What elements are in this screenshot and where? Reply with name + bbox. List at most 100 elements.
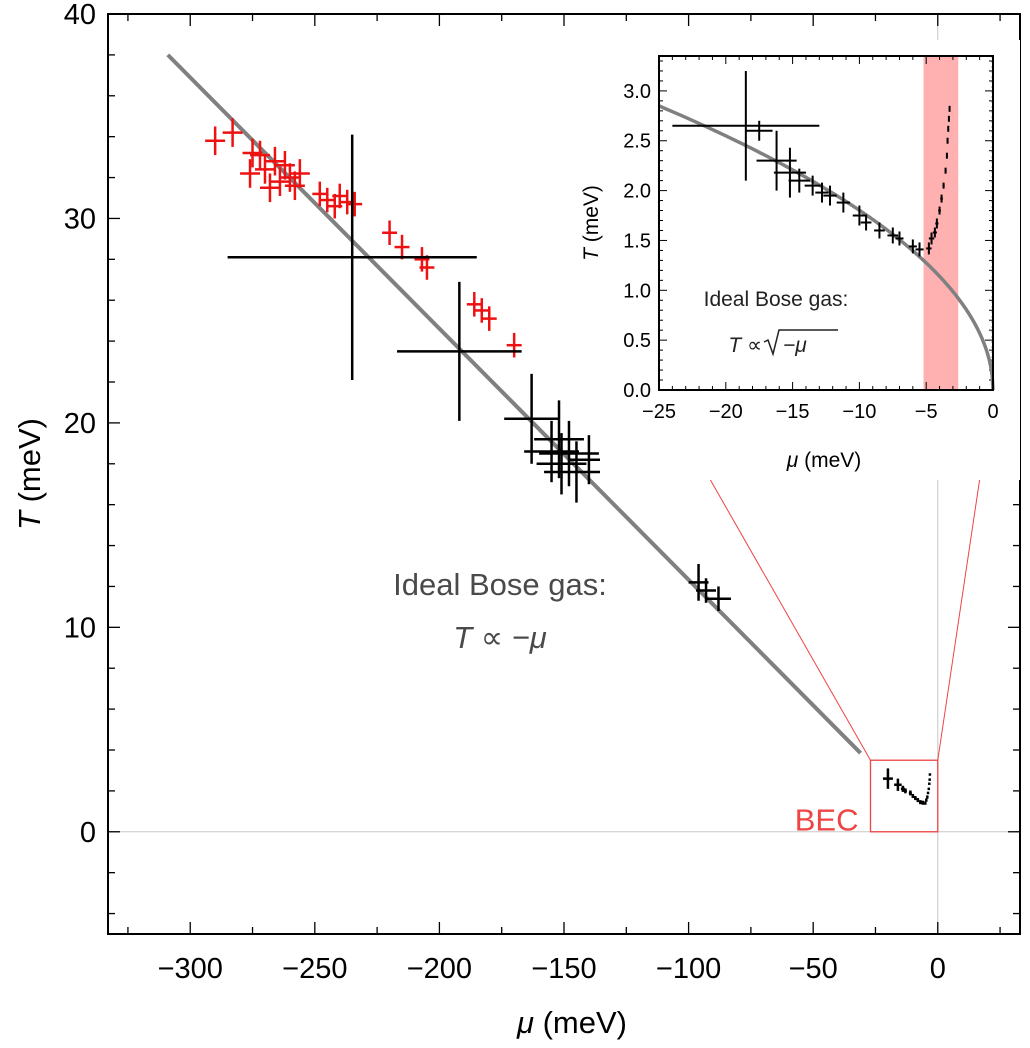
- inset-plot-frame: [658, 55, 994, 391]
- data-point: [887, 227, 899, 244]
- data-point: [908, 239, 917, 254]
- data-point: [948, 105, 951, 112]
- x-tick-label: −100: [656, 953, 721, 985]
- data-point: [227, 134, 477, 380]
- inset-x-axis-symbol: μ: [786, 449, 799, 472]
- data-point: [397, 281, 522, 421]
- data-point: [928, 232, 935, 245]
- data-point: [284, 171, 305, 201]
- x-axis-symbol: μ: [516, 1005, 534, 1040]
- x-axis-unit: (meV): [534, 1005, 627, 1040]
- inset-y-axis-unit: (meV): [580, 185, 603, 248]
- inset-x-axis-unit: (meV): [798, 449, 861, 472]
- x-tick-label: −150: [531, 953, 596, 985]
- data-point: [504, 373, 560, 464]
- fit-line-linear: [166, 53, 862, 755]
- inset-y-axis-title-group: T (meV): [580, 185, 603, 261]
- data-point: [536, 433, 587, 495]
- inset-y-tick-label: 0.5: [623, 330, 651, 352]
- data-point: [815, 182, 829, 203]
- data-point: [836, 192, 851, 213]
- black-series: [227, 134, 932, 805]
- data-point: [942, 182, 945, 189]
- data-point: [852, 205, 867, 226]
- inset-sqrt-radical: [763, 329, 838, 357]
- y-tick-label: 0: [80, 817, 96, 849]
- data-point: [279, 163, 300, 192]
- inset-y-tick-label: 2.5: [623, 131, 651, 153]
- inset-annotation-sqrt-arg: −μ: [783, 334, 807, 357]
- data-point: [947, 115, 950, 122]
- x-tick-label: −250: [282, 953, 347, 985]
- inset-x-tick-label: −25: [642, 401, 676, 423]
- data-point: [944, 167, 947, 174]
- inset-highlight-band: [923, 56, 959, 390]
- bec-box: [869, 759, 939, 833]
- data-point: [940, 194, 943, 203]
- data-point: [874, 222, 885, 239]
- inset-y-tick-label: 2.0: [623, 181, 651, 203]
- data-point: [250, 140, 270, 170]
- data-point: [919, 800, 922, 805]
- data-point: [946, 137, 949, 144]
- x-tick-label: −50: [789, 953, 838, 985]
- y-tick-label: 20: [64, 408, 96, 440]
- data-point: [882, 768, 893, 789]
- y-tick-label: 40: [64, 0, 96, 31]
- bec-label: BEC: [795, 803, 859, 838]
- data-point: [481, 306, 497, 331]
- x-axis-title: μ (meV): [516, 1005, 627, 1040]
- inset-x-tick-label: −10: [842, 401, 876, 423]
- y-tick-label: 30: [64, 203, 96, 235]
- data-point: [506, 332, 522, 358]
- inset-y-tick-label: 1.0: [623, 280, 651, 302]
- y-tick-label: 10: [64, 612, 96, 644]
- data-point: [240, 159, 260, 188]
- data-point: [394, 234, 410, 260]
- data-point: [908, 790, 912, 796]
- inset-y-axis-symbol: T: [580, 246, 603, 261]
- data-point: [222, 118, 243, 147]
- inset-annotation-symbol: T: [728, 334, 743, 357]
- data-point: [274, 150, 295, 180]
- data-point: [319, 187, 335, 213]
- inset-annotation-line1: Ideal Bose gas:: [704, 288, 849, 311]
- y-axis-symbol: T: [12, 509, 47, 530]
- data-point: [788, 168, 810, 193]
- data-point: [823, 185, 837, 206]
- inset-x-axis-title: μ (meV): [786, 449, 862, 472]
- y-axis-title: T (meV): [12, 418, 47, 530]
- x-tick-label: −200: [407, 953, 472, 985]
- data-point: [903, 788, 907, 794]
- data-point: [205, 126, 226, 156]
- data-point: [926, 242, 932, 255]
- data-point: [895, 231, 904, 246]
- data-point: [260, 173, 280, 203]
- annotation-relation: ∝ −μ: [472, 620, 546, 655]
- annotation-line2: T ∝ −μ: [453, 620, 546, 655]
- inset-y-axis-title: T (meV): [580, 185, 603, 261]
- data-point: [706, 586, 731, 611]
- axis-ticks: [108, 13, 1020, 934]
- data-point: [911, 793, 915, 799]
- data-point: [255, 155, 275, 184]
- data-point: [672, 70, 820, 181]
- inset-x-tick-label: −15: [776, 401, 810, 423]
- data-point: [915, 242, 924, 257]
- data-point: [924, 801, 927, 805]
- inset-black-series: [672, 70, 951, 257]
- inset-annotation-line2: T ∝: [728, 334, 762, 357]
- data-point: [947, 125, 950, 132]
- data-point: [269, 167, 290, 196]
- data-point: [860, 214, 872, 231]
- inset-annotation-relation: ∝: [741, 334, 762, 357]
- data-point: [466, 292, 482, 317]
- data-point: [382, 220, 398, 246]
- data-point: [945, 152, 948, 159]
- data-point: [773, 147, 806, 198]
- data-point: [804, 175, 821, 196]
- data-point: [419, 255, 435, 280]
- data-point: [938, 206, 941, 215]
- annotation-symbol: T: [453, 620, 474, 655]
